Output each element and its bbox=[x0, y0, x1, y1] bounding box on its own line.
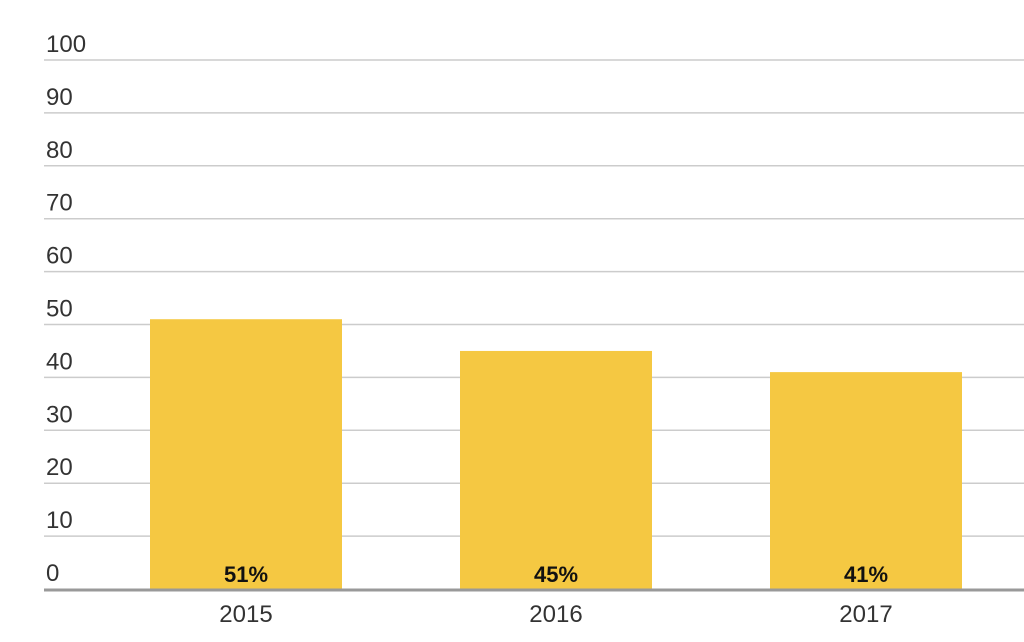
y-tick-label-60: 60 bbox=[46, 243, 73, 270]
x-axis-labels: 2015 2016 2017 bbox=[219, 601, 892, 628]
x-tick-label-2016: 2016 bbox=[529, 601, 582, 628]
y-tick-label-30: 30 bbox=[46, 401, 73, 428]
y-tick-label-100: 100 bbox=[46, 31, 86, 58]
y-tick-label-20: 20 bbox=[46, 454, 73, 481]
data-labels: 51% 45% 41% bbox=[224, 562, 888, 587]
bar-2016 bbox=[460, 350, 652, 589]
x-tick-label-2015: 2015 bbox=[219, 601, 272, 628]
y-tick-label-40: 40 bbox=[46, 348, 73, 375]
y-tick-label-90: 90 bbox=[46, 84, 73, 111]
y-tick-label-10: 10 bbox=[46, 507, 73, 534]
y-tick-label-0: 0 bbox=[46, 560, 59, 587]
data-label-2017: 41% bbox=[844, 562, 888, 587]
data-label-2015: 51% bbox=[224, 562, 268, 587]
bar-2015 bbox=[150, 319, 342, 589]
y-tick-label-80: 80 bbox=[46, 137, 73, 164]
bars bbox=[150, 319, 962, 589]
y-axis-ticks: 0 10 20 30 40 50 60 70 80 90 100 bbox=[46, 31, 86, 587]
x-tick-label-2017: 2017 bbox=[839, 601, 892, 628]
y-tick-label-70: 70 bbox=[46, 190, 73, 217]
y-tick-label-50: 50 bbox=[46, 296, 73, 323]
bar-2017 bbox=[770, 372, 962, 589]
data-label-2016: 45% bbox=[534, 562, 578, 587]
